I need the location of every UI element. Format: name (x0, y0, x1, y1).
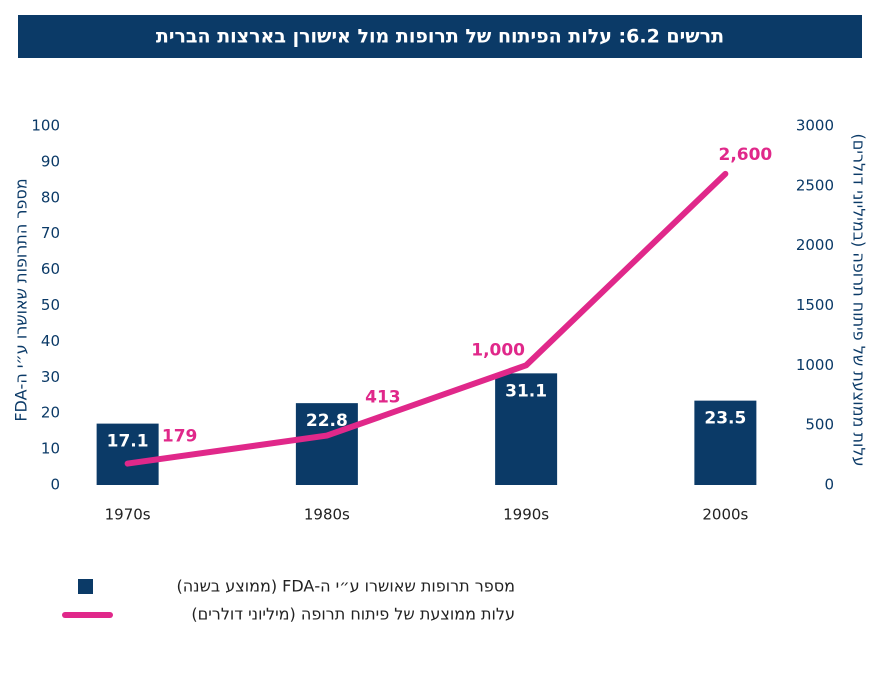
y2-tick-label: 2000 (796, 236, 834, 254)
x-tick-label: 1980s (304, 506, 350, 524)
y-tick-label: 30 (41, 368, 60, 386)
bar (96, 423, 159, 485)
line-value-label: 179 (162, 427, 198, 447)
cost-line (124, 170, 729, 467)
y-tick-label: 70 (41, 224, 60, 242)
bar (495, 373, 558, 485)
line-value-label: 1,000 (471, 340, 525, 360)
line-value-label: 2,600 (718, 145, 772, 165)
y-tick-label: 50 (41, 296, 60, 314)
x-tick-label: 1970s (105, 506, 151, 524)
y2-tick-label: 2500 (796, 176, 834, 194)
line-value-label: 413 (365, 388, 401, 408)
y-tick-label: 20 (41, 404, 60, 422)
legend-swatch (78, 579, 93, 594)
y-axis-title: מספר התרופות שאושרו ע״י ה-FDA (12, 178, 31, 421)
y2-tick-label: 1000 (796, 356, 834, 374)
title-banner (18, 15, 862, 58)
y-tick-label: 0 (50, 476, 60, 494)
legend-label: עלות ממוצעת של פיתוח תרופה (מיליוני דולר… (191, 605, 515, 624)
y-tick-label: 40 (41, 332, 60, 350)
y-tick-label: 80 (41, 188, 60, 206)
y-tick-label: 90 (41, 152, 60, 170)
x-tick-label: 2000s (702, 506, 748, 524)
bar-value-label: 23.5 (704, 409, 746, 429)
bar-value-label: 22.8 (306, 411, 348, 431)
y-tick-label: 60 (41, 260, 60, 278)
y-tick-label: 10 (41, 440, 60, 458)
y2-axis-title: עלות ממוצעת של פיתוח תרופה (במיליוני דול… (850, 134, 869, 467)
y2-tick-label: 1500 (796, 296, 834, 314)
y-tick-label: 100 (31, 117, 60, 135)
y2-tick-label: 500 (805, 416, 834, 434)
x-tick-label: 1990s (503, 506, 549, 524)
bar-value-label: 17.1 (107, 432, 149, 452)
bar-value-label: 31.1 (505, 381, 547, 401)
y2-tick-label: 3000 (796, 117, 834, 135)
bar (295, 403, 358, 485)
y2-tick-label: 0 (824, 476, 834, 494)
chart-title: תרשים 6.2: עלות הפיתוח של תרופות מול איש… (156, 26, 724, 48)
bar (694, 400, 757, 485)
legend-label: מספר תרופות שאושרו ע״י ה-FDA (ממוצע בשנה… (176, 577, 515, 596)
